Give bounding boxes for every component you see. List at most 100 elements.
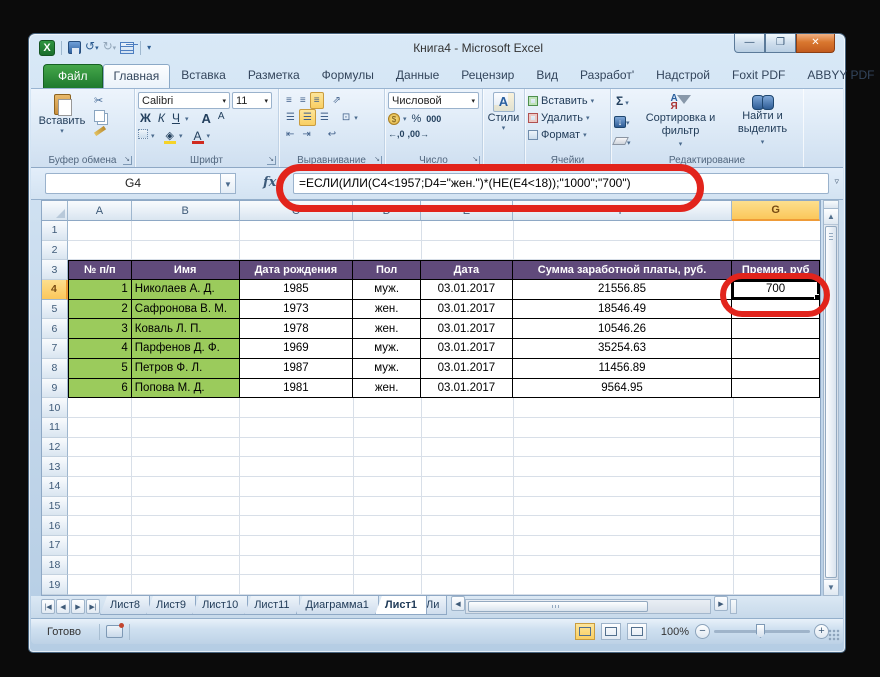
empty-cells[interactable] [68,516,820,536]
currency-icon[interactable]: $ [388,113,400,125]
redo-icon[interactable]: ↻▾ [102,39,117,53]
cell-a7[interactable]: 4 [67,339,132,359]
zoom-track[interactable] [714,624,810,638]
italic-button[interactable]: К [157,111,165,125]
save-icon[interactable] [68,41,81,54]
underline-button[interactable]: Ч [171,111,180,125]
row-header[interactable]: 17 [42,536,68,556]
table-header-cell[interactable]: Имя [131,260,240,281]
sheet-tab-list10[interactable]: Лист10 [192,596,249,615]
zoom-level[interactable]: 100% [660,625,689,638]
undo-icon[interactable]: ↺▾ [85,39,99,53]
decrease-decimal-icon[interactable]: ,00→ [407,129,430,139]
cell-e6[interactable]: 03.01.2017 [421,319,513,340]
empty-cells[interactable] [68,555,820,576]
column-header-b[interactable]: B [131,201,240,221]
cell-b6[interactable]: Коваль Л. П. [131,319,240,340]
row-header[interactable]: 10 [42,398,68,418]
resize-grip[interactable] [828,629,840,641]
tab-split-handle[interactable] [729,599,737,614]
column-header-g-selected[interactable]: G [732,201,821,221]
cell-g6[interactable] [732,319,820,340]
tab-developer[interactable]: Разработ' [580,68,635,82]
align-top-icon[interactable]: ≡ [286,95,292,106]
paste-button[interactable]: Вставить ▾ [34,92,90,135]
empty-cells[interactable] [68,575,820,596]
row-header[interactable]: 6 [42,319,68,340]
minimize-button[interactable]: — [734,34,765,53]
dialog-launcher-icon[interactable]: ↘ [267,156,276,165]
cell-g7[interactable] [732,339,820,359]
zoom-out-icon[interactable]: − [695,624,710,639]
fill-button[interactable]: ↓ ▾ [614,112,631,130]
horizontal-scrollbar[interactable] [464,599,711,614]
customize-qat-icon[interactable]: ▾ [147,42,152,52]
cell-f8[interactable]: 11456.89 [512,358,733,379]
tab-file[interactable]: Файл [43,64,103,88]
clear-button[interactable]: ▾ [612,132,631,150]
empty-cells[interactable] [68,536,820,556]
cell-e8[interactable]: 03.01.2017 [421,358,513,379]
scroll-down-icon[interactable]: ▼ [824,579,838,595]
fill-color-icon[interactable]: ◈ [165,130,174,142]
normal-view-icon[interactable] [575,623,595,640]
excel-logo-icon[interactable]: X [39,39,55,56]
cell-b7[interactable]: Парфенов Д. Ф. [131,339,240,359]
page-break-view-icon[interactable] [627,623,647,640]
quick-table-icon[interactable] [120,41,135,54]
next-sheet-icon[interactable]: ▶ [71,599,85,614]
row-header[interactable]: 3 [42,260,68,281]
row-header[interactable]: 13 [42,457,68,477]
row-header[interactable]: 16 [42,516,68,536]
tab-data[interactable]: Данные [395,68,440,82]
row-header[interactable]: 8 [42,358,68,379]
percent-icon[interactable]: % [411,113,422,125]
split-handle[interactable] [824,201,838,209]
tab-abbyy-pdf[interactable]: ABBYY PDF [807,68,875,82]
macro-record-icon[interactable] [106,623,124,638]
comma-style-icon[interactable]: 000 [426,114,442,124]
vertical-scrollbar[interactable]: ▲ ▼ [823,200,839,596]
decrease-indent-icon[interactable]: ⇤ [286,129,295,140]
align-right-icon[interactable]: ☰ [319,112,329,123]
select-all-corner[interactable] [42,201,68,221]
row-header[interactable]: 5 [42,299,68,320]
align-center-icon[interactable]: ☰ [298,109,316,126]
increase-decimal-icon[interactable]: ←,0 [388,129,405,139]
cell-c6[interactable]: 1978 [239,319,354,340]
cell-d4[interactable]: муж. [353,280,422,300]
cell-d7[interactable]: муж. [353,339,422,359]
hscroll-right-icon[interactable]: ▶ [713,596,728,611]
expand-formula-bar-icon[interactable]: ▿ [834,176,839,186]
close-button[interactable]: ✕ [796,34,835,53]
row-header[interactable]: 9 [42,378,68,399]
bold-button[interactable]: Ж [140,111,151,125]
cell-b4[interactable]: Николаев А. Д. [131,280,240,300]
cell-g9[interactable] [732,378,820,399]
empty-cells[interactable] [68,398,820,418]
cell-c9[interactable]: 1981 [239,378,354,399]
row-header[interactable]: 12 [42,437,68,458]
font-color-icon[interactable]: А [193,129,202,143]
format-painter-icon[interactable] [93,125,107,137]
cell-d5[interactable]: жен. [353,299,422,320]
cell-a4[interactable]: 1 [67,280,132,300]
name-box-dropdown-icon[interactable]: ▼ [221,173,236,194]
cell-b5[interactable]: Сафронова В. М. [131,299,240,320]
tab-home[interactable]: Главная [102,64,171,88]
restore-button[interactable]: ❐ [765,34,796,53]
sheet-tab-diagramma1[interactable]: Диаграмма1 [295,596,379,615]
row-header[interactable]: 1 [42,221,68,241]
cell-c5[interactable]: 1973 [239,299,354,320]
row-header-4-selected[interactable]: 4 [42,280,68,300]
cell-a5[interactable]: 2 [67,299,132,320]
cell-f6[interactable]: 10546.26 [512,319,733,340]
insert-function-icon[interactable]: fx [263,175,277,190]
cell-e9[interactable]: 03.01.2017 [421,378,513,399]
increase-indent-icon[interactable]: ⇥ [302,129,311,140]
cell-e7[interactable]: 03.01.2017 [421,339,513,359]
row-header[interactable]: 18 [42,555,68,576]
copy-icon[interactable] [94,110,105,122]
row-header[interactable]: 15 [42,496,68,517]
table-header-cell[interactable]: Пол [353,260,422,281]
